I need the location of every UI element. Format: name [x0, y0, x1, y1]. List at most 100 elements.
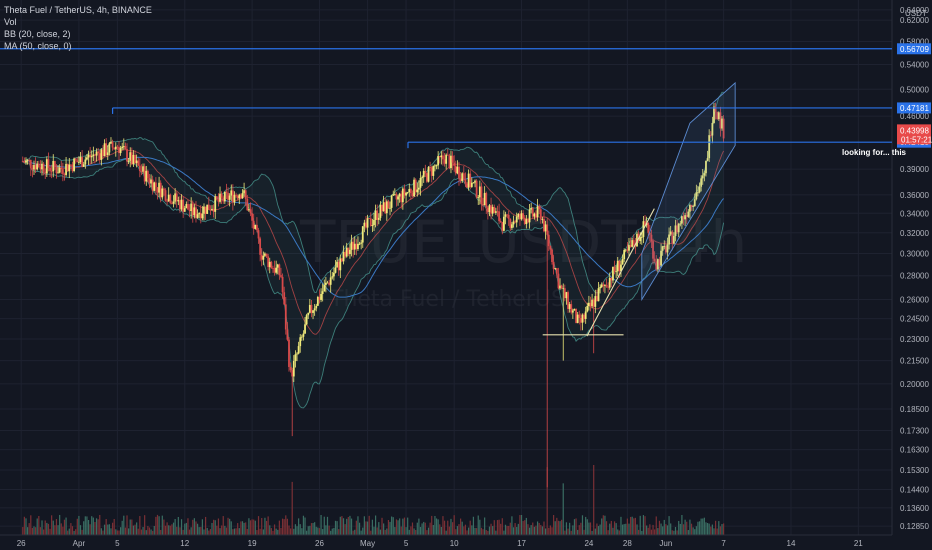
time-axis[interactable]: 26 Apr 5 12 19 26 May 5 10 17 24 28 Jun 7 14 21	[0, 534, 932, 550]
candle-body	[235, 194, 237, 196]
candle-body	[559, 285, 561, 289]
volume-bar	[549, 525, 552, 535]
volume-bar	[514, 523, 516, 535]
candle-body	[260, 254, 263, 260]
candle-body	[193, 207, 196, 216]
volume-bar	[344, 524, 346, 535]
candle-body	[501, 222, 504, 231]
candle-body	[113, 147, 116, 150]
candle-body	[207, 204, 210, 210]
volume-bar	[326, 516, 329, 535]
volume-bar	[358, 522, 361, 535]
volume-bar	[338, 529, 340, 535]
candle-body	[86, 157, 88, 160]
candle-body	[215, 196, 218, 200]
candle-body	[344, 252, 347, 257]
candle-body	[243, 190, 245, 194]
candle-body	[684, 215, 687, 220]
volume-bar	[374, 515, 377, 535]
candle-body	[230, 190, 233, 196]
volume-bar	[163, 519, 165, 535]
volume-bars	[22, 465, 725, 535]
time-tick-label: 7	[721, 539, 726, 548]
volume-bar	[201, 519, 203, 535]
volume-bar	[139, 516, 141, 535]
candle-body	[531, 208, 534, 217]
candle-body	[422, 170, 425, 178]
candle-body	[310, 304, 313, 313]
candle-body	[326, 282, 329, 284]
candle-body	[480, 186, 483, 204]
volume-bar	[76, 518, 78, 535]
volume-bar	[464, 524, 467, 535]
volume-bar	[419, 526, 422, 535]
volume-bar	[36, 518, 38, 535]
legend-bb[interactable]: BB (20, close, 2)	[4, 29, 71, 39]
candle-body	[382, 202, 385, 212]
volume-bar	[602, 515, 604, 535]
volume-bar	[500, 523, 502, 535]
volume-bar	[501, 518, 503, 535]
candle-body	[570, 304, 573, 313]
candle-body	[406, 192, 409, 193]
volume-bar	[466, 530, 468, 535]
volume-bar	[83, 521, 85, 535]
volume-bar	[203, 529, 205, 535]
candle-body	[714, 106, 717, 112]
candle-body	[291, 370, 294, 377]
bb-basis	[22, 149, 725, 335]
trend-drawings[interactable]	[542, 81, 736, 337]
candle-body	[682, 216, 685, 220]
volume-bar	[232, 529, 234, 535]
candle-body	[225, 191, 228, 193]
volume-bar	[647, 527, 649, 535]
candle-body	[300, 336, 303, 338]
volume-bar	[580, 522, 582, 535]
candle-body	[440, 155, 443, 158]
candle-body	[639, 237, 642, 242]
candle-body	[270, 261, 273, 268]
volume-bar	[674, 526, 677, 535]
candle-body	[342, 252, 345, 262]
candle-body	[547, 234, 550, 247]
volume-bar	[408, 529, 410, 535]
candle-body	[592, 299, 595, 307]
volume-bar	[583, 529, 585, 535]
volume-bar	[235, 528, 237, 535]
legend-vol[interactable]: Vol	[4, 17, 17, 27]
volume-bar	[403, 517, 406, 535]
candle-body	[544, 224, 547, 232]
volume-bar	[38, 515, 40, 535]
candle-body	[61, 169, 64, 174]
volume-bar	[424, 522, 426, 535]
volume-bar	[265, 520, 268, 535]
volume-bar	[609, 523, 611, 535]
volume-bar	[31, 527, 33, 535]
candle-body	[656, 259, 659, 270]
candle-body	[146, 170, 149, 179]
volume-bar	[346, 518, 348, 535]
candle-body	[206, 204, 209, 214]
annotation-text: looking for... this	[842, 148, 907, 157]
legend-ma[interactable]: MA (50, close, 0)	[4, 41, 72, 51]
volume-bar	[588, 522, 590, 535]
candle-body	[557, 273, 560, 289]
volume-bar	[450, 518, 452, 535]
bb-upper	[22, 91, 724, 294]
candle-body	[379, 204, 382, 218]
volume-bar	[184, 523, 186, 535]
volume-bar	[334, 520, 337, 535]
volume-bar	[389, 521, 391, 535]
price-tick-label: 0.39000	[900, 165, 929, 174]
candle-body	[275, 267, 278, 273]
volume-bar	[617, 529, 619, 535]
volume-bar	[556, 517, 558, 535]
candle-body	[231, 190, 234, 203]
volume-bar	[594, 528, 596, 535]
candle-body	[498, 211, 500, 222]
candle-body	[28, 159, 31, 161]
candle-body	[681, 216, 683, 224]
